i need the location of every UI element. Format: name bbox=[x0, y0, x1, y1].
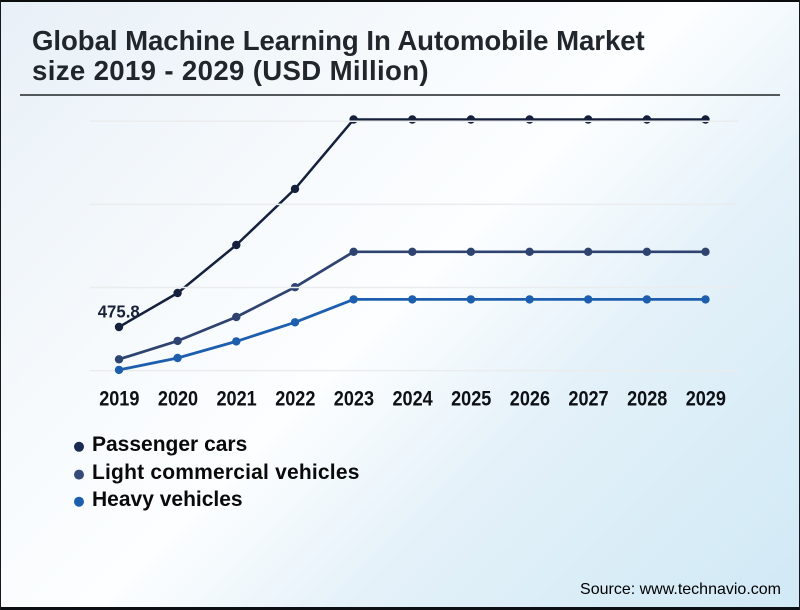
svg-text:2028: 2028 bbox=[627, 386, 667, 410]
svg-text:2019: 2019 bbox=[99, 386, 139, 410]
svg-text:2020: 2020 bbox=[158, 386, 198, 410]
svg-text:2025: 2025 bbox=[451, 386, 491, 410]
svg-text:2023: 2023 bbox=[334, 386, 374, 410]
svg-text:Source: www.technavio.com: Source: www.technavio.com bbox=[580, 581, 781, 598]
svg-text:2027: 2027 bbox=[568, 386, 608, 410]
svg-text:2022: 2022 bbox=[275, 386, 315, 410]
svg-text:2029: 2029 bbox=[686, 386, 726, 410]
svg-text:2026: 2026 bbox=[510, 386, 550, 410]
svg-text:2021: 2021 bbox=[217, 386, 257, 410]
svg-text:475.8: 475.8 bbox=[98, 302, 140, 322]
svg-text:2024: 2024 bbox=[393, 386, 433, 410]
